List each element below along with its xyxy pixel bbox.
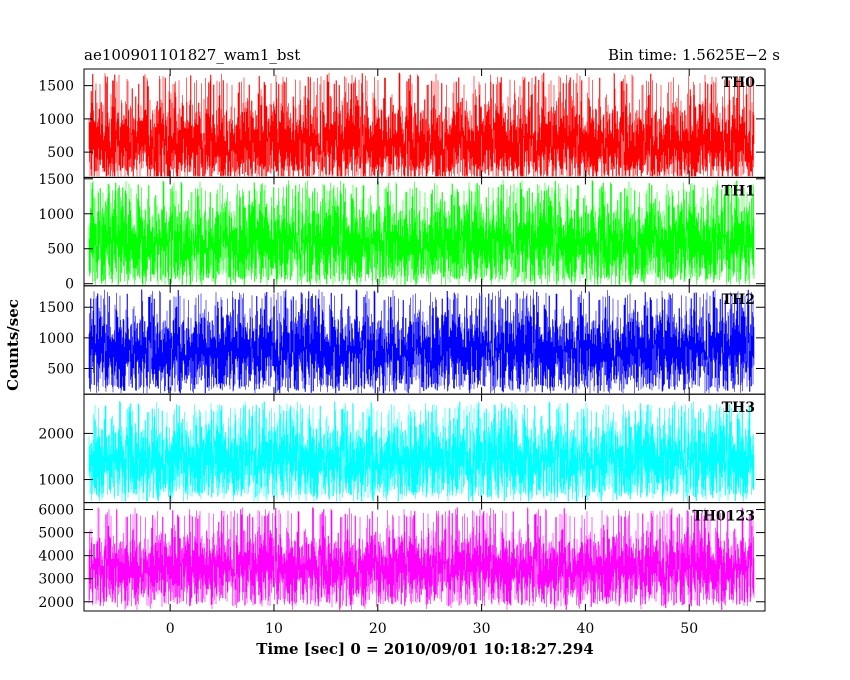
x-axis-label: Time [sec] 0 = 2010/09/01 10:18:27.294 [256,640,593,658]
x-axis: 0 10 20 30 40 50 [166,621,698,637]
y-tick-label: 500 [47,242,74,258]
y-tick-label: 1000 [38,207,74,223]
y-tick-label: 1500 [38,172,74,188]
panel-label-th0: TH0 [722,75,756,91]
panels-group: 500 1000 1500 TH0 0 500 1000 1500 TH1 500 1000 1500… [38,68,766,612]
plot-title-left: ae100901101827_wam1_bst [84,46,300,64]
x-tick-label: 10 [265,621,283,637]
y-tick-label: 4000 [38,549,74,565]
series-th2 [88,289,755,394]
panel-label-th2: TH2 [722,292,755,308]
series-th0 [88,72,755,177]
bin-time-label: Bin time: 1.5625E−2 s [608,46,780,64]
panel-th3: 1000 2000 TH3 [38,393,766,504]
y-tick-label: 1000 [38,112,74,128]
y-tick-label: 5000 [38,526,74,542]
x-tick-label: 40 [576,621,594,637]
x-tick-label: 30 [473,621,491,637]
y-tick-label: 1000 [38,473,74,489]
y-tick-label: 1500 [38,79,74,95]
series-th1 [88,180,755,285]
y-tick-label: 2000 [38,595,74,611]
panel-th0: 500 1000 1500 TH0 [38,68,766,178]
series-th0123 [88,507,755,610]
panel-th2: 500 1000 1500 TH2 [38,285,766,395]
panel-th0123: 2000 3000 4000 5000 6000 TH0123 [38,502,766,612]
y-tick-label: 1500 [38,300,74,316]
y-tick-label: 6000 [38,503,74,519]
x-tick-label: 0 [166,621,175,637]
y-tick-label: 0 [65,277,74,293]
panel-label-th3: TH3 [722,400,755,416]
panel-frame [83,502,766,612]
x-tick-label: 50 [680,621,698,637]
y-tick-label: 500 [47,145,74,161]
panel-label-th1: TH1 [722,183,755,199]
y-axis-label: Counts/sec [4,299,22,391]
x-tick-label: 20 [369,621,387,637]
y-tick-label: 3000 [38,572,74,588]
panel-th1: 0 500 1000 1500 TH1 [38,172,766,293]
y-tick-label: 500 [47,361,74,377]
series-th3 [88,401,755,502]
panel-label-th0123: TH0123 [692,509,755,525]
y-tick-label: 1000 [38,331,74,347]
y-tick-label: 2000 [38,426,74,442]
